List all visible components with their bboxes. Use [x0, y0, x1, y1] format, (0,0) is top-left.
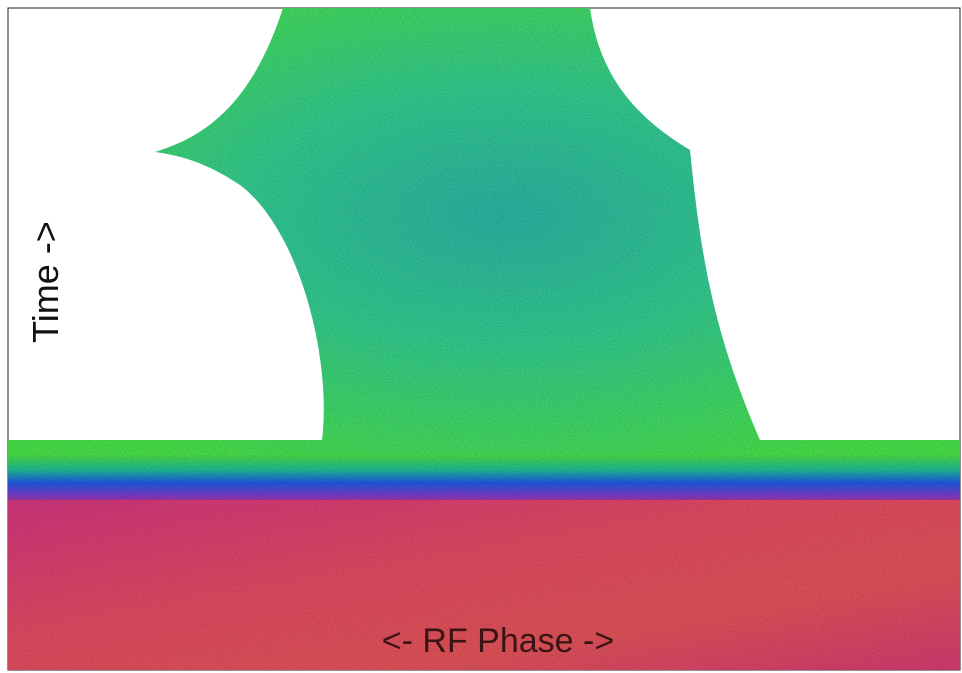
- y-axis-label: Time ->: [25, 221, 66, 343]
- phase-space-image: [8, 8, 960, 670]
- transition-band: [8, 455, 960, 505]
- green-region: [8, 8, 960, 470]
- x-axis-label: <- RF Phase ->: [382, 622, 614, 660]
- red-region: [8, 500, 960, 670]
